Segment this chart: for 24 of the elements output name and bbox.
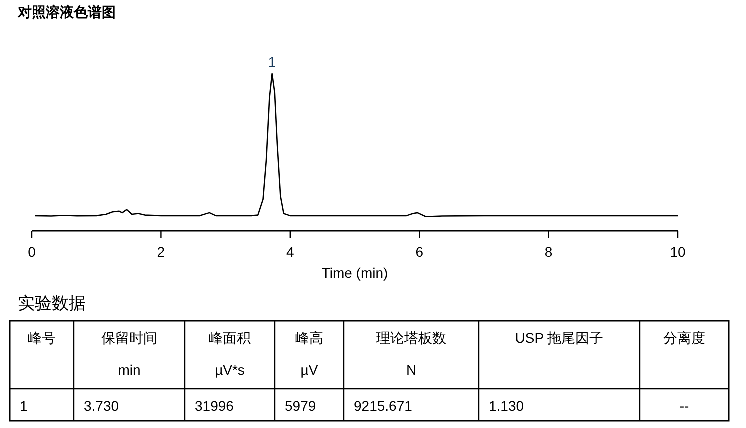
chart-title: 对照溶液色谱图 bbox=[17, 4, 116, 20]
text: 5979 bbox=[285, 398, 316, 414]
text: 保留时间 min bbox=[102, 330, 158, 378]
x-tick-label: 10 bbox=[670, 244, 686, 260]
text: 3.730 bbox=[84, 398, 120, 414]
text: -- bbox=[680, 398, 690, 414]
text: 31996 bbox=[195, 398, 234, 414]
x-tick-label: 2 bbox=[157, 244, 166, 260]
x-axis-title: Time (min) bbox=[322, 265, 388, 281]
text: 理论塔板数 N bbox=[376, 330, 446, 378]
text: 峰面积 µV*s bbox=[209, 330, 251, 378]
text: 1.130 bbox=[489, 398, 524, 414]
text: 峰号 bbox=[28, 330, 56, 346]
x-tick-label: 8 bbox=[544, 244, 553, 260]
text: 1 bbox=[20, 398, 28, 414]
x-tick-label: 0 bbox=[28, 244, 36, 260]
x-tick-label: 4 bbox=[286, 244, 294, 260]
text: USP 拖尾因子 bbox=[515, 330, 604, 346]
x-tick-label: 6 bbox=[416, 244, 424, 260]
text: 峰高 µV bbox=[296, 330, 324, 378]
text: 9215.671 bbox=[354, 398, 413, 414]
annotation: 1 bbox=[268, 54, 276, 70]
text: 分离度 bbox=[664, 330, 706, 346]
text: 实验数据 bbox=[18, 294, 86, 313]
